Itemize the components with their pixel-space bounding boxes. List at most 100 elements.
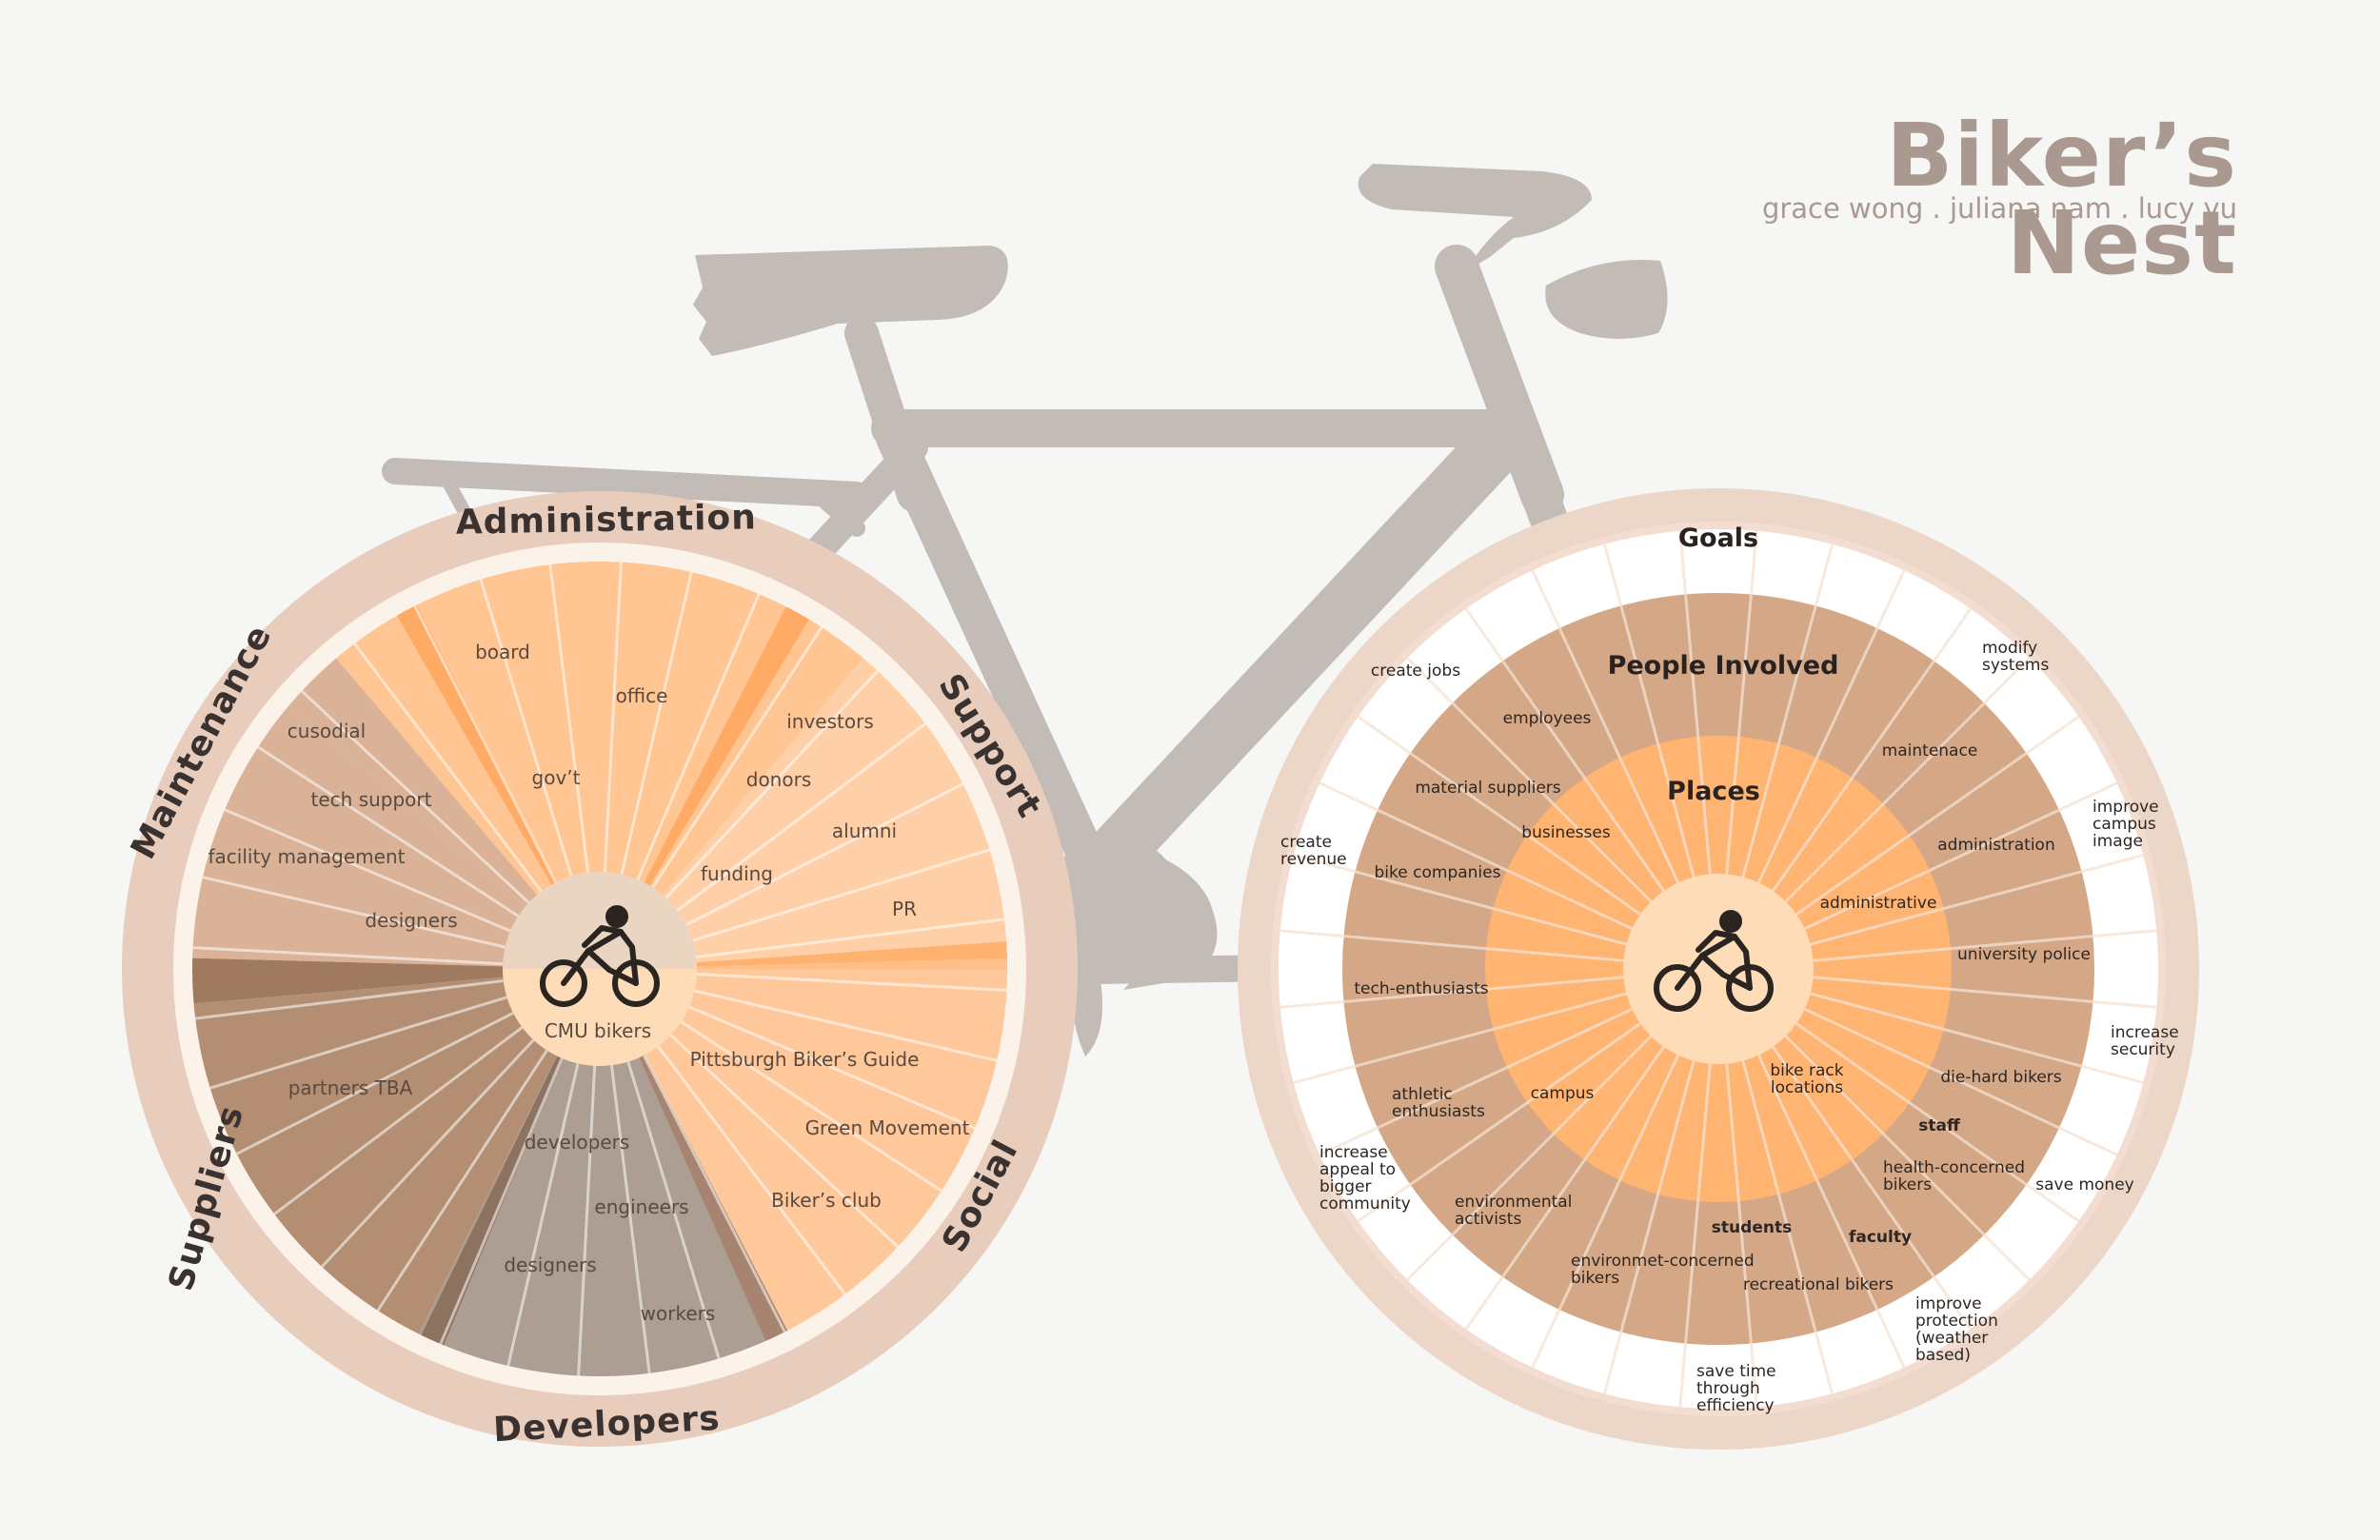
page-title: Biker’s Nest [1886, 105, 2237, 294]
people-environment-concerned: environmet-concerned bikers [1571, 1252, 1755, 1288]
spoke [1279, 976, 1624, 1009]
page-subtitle: grace wong . juliana nam . lucy yu [1761, 192, 2237, 225]
item-partners-tba: partners TBA [288, 1076, 413, 1099]
spoke [1602, 1060, 1696, 1394]
people-athletic-enthusiasts: athletic enthusiasts [1392, 1085, 1485, 1121]
spoke [1756, 1054, 1906, 1369]
people-recreational-bikers: recreational bikers [1743, 1275, 1894, 1294]
spoke [1279, 929, 1624, 962]
spoke [1319, 781, 1634, 931]
spoke [1772, 1046, 1973, 1331]
lamp-icon [1545, 260, 1668, 339]
spoke [209, 996, 507, 1090]
place-businesses: businesses [1521, 823, 1611, 842]
item-bikers-club: Biker’s club [771, 1189, 882, 1212]
people-students: students [1712, 1218, 1792, 1237]
spoke [620, 571, 693, 875]
spoke [273, 1026, 524, 1215]
spoke [609, 1065, 651, 1373]
right-spokes [1279, 530, 2157, 1408]
spoke [1772, 607, 1973, 892]
people-die-hard-bikers: die-hard bikers [1940, 1068, 2061, 1087]
spoke [1741, 1060, 1835, 1394]
spoke [1813, 976, 2157, 1009]
spoke [321, 1038, 535, 1269]
goal-improve-campus-image: improve campus image [2092, 798, 2159, 851]
item-board: board [475, 641, 530, 663]
item-designers-developers: designers [504, 1254, 596, 1276]
item-cusodial: cusodial [288, 720, 366, 742]
item-funding: funding [701, 862, 773, 885]
item-donors: donors [746, 768, 812, 791]
spoke [1464, 607, 1665, 892]
goals-labels: create jobs modify systems improve campus i… [1280, 639, 2179, 1415]
spoke [224, 808, 511, 933]
spoke [192, 946, 504, 966]
item-designers-maintenance: designers [365, 909, 457, 932]
item-developers: developers [525, 1131, 630, 1154]
spoke [1803, 1007, 2118, 1156]
spoke [413, 604, 558, 883]
spoke [1319, 1007, 1634, 1156]
item-pittsburgh-guide: Pittsburgh Biker’s Guide [690, 1048, 920, 1071]
spoke [1357, 715, 1641, 916]
left-sectors [192, 562, 1007, 1376]
people-staff: staff [1918, 1116, 1960, 1135]
spoke [257, 745, 520, 918]
goal-save-time: save time through efficiency [1696, 1362, 1776, 1415]
spoke [235, 1011, 514, 1155]
people-faculty: faculty [1849, 1228, 1912, 1247]
spoke [1531, 1054, 1680, 1369]
spoke [577, 1065, 597, 1376]
spoke [696, 972, 1007, 992]
spoke [657, 1045, 846, 1295]
item-investors: investors [786, 710, 874, 733]
spoke [685, 782, 964, 927]
spoke [694, 989, 998, 1062]
rim-label-administration: Administration [455, 498, 757, 543]
places-labels: businesses administrative campus bike ra… [1521, 823, 1936, 1103]
spoke [1784, 657, 2031, 903]
cyclist-icon [1654, 910, 1774, 1012]
item-pr: PR [892, 898, 917, 920]
spoke [376, 1049, 548, 1312]
spoke [1795, 1022, 2080, 1223]
spoke [669, 1034, 900, 1248]
people-university-police: university police [1957, 945, 2091, 964]
item-green-movement: Green Movement [805, 1116, 970, 1139]
people-maintenance: maintenace [1882, 741, 1978, 760]
people-tech-enthusiasts: tech-enthusiasts [1354, 979, 1488, 998]
spoke [353, 642, 543, 893]
spoke [439, 1057, 564, 1345]
ring-title-goals: Goals [1678, 523, 1758, 553]
item-tech-support: tech support [311, 788, 432, 811]
place-campus: campus [1531, 1084, 1595, 1103]
spoke [1756, 569, 1906, 884]
spoke [1531, 569, 1680, 884]
item-alumni: alumni [832, 819, 897, 842]
goal-improve-protection: improve protection (weather based) [1915, 1294, 1998, 1365]
handlebar-icon [1358, 164, 1592, 271]
spoke [603, 562, 623, 873]
spoke [1725, 1063, 1758, 1408]
spoke [195, 978, 504, 1020]
cyclist-icon [540, 905, 660, 1007]
spoke [696, 918, 1004, 959]
item-office: office [616, 684, 668, 707]
spoke [626, 1061, 721, 1359]
spoke [1293, 853, 1627, 946]
spoke [1725, 530, 1758, 875]
spoke [1803, 781, 2118, 931]
goal-modify-systems: modify systems [1982, 639, 2049, 675]
seat-icon [693, 246, 1008, 356]
spoke [1784, 1035, 2031, 1281]
item-facility-management: facility management [208, 845, 406, 868]
people-administration: administration [1937, 836, 2054, 855]
people-bike-companies: bike companies [1375, 863, 1501, 882]
people-environmental-activists: environmental activists [1455, 1193, 1572, 1229]
goal-create-jobs: create jobs [1371, 661, 1460, 681]
spoke [479, 579, 573, 877]
spoke [506, 1063, 580, 1367]
left-wheel-items: board office gov’t investors donors alum… [208, 641, 970, 1325]
spoke [548, 564, 590, 873]
